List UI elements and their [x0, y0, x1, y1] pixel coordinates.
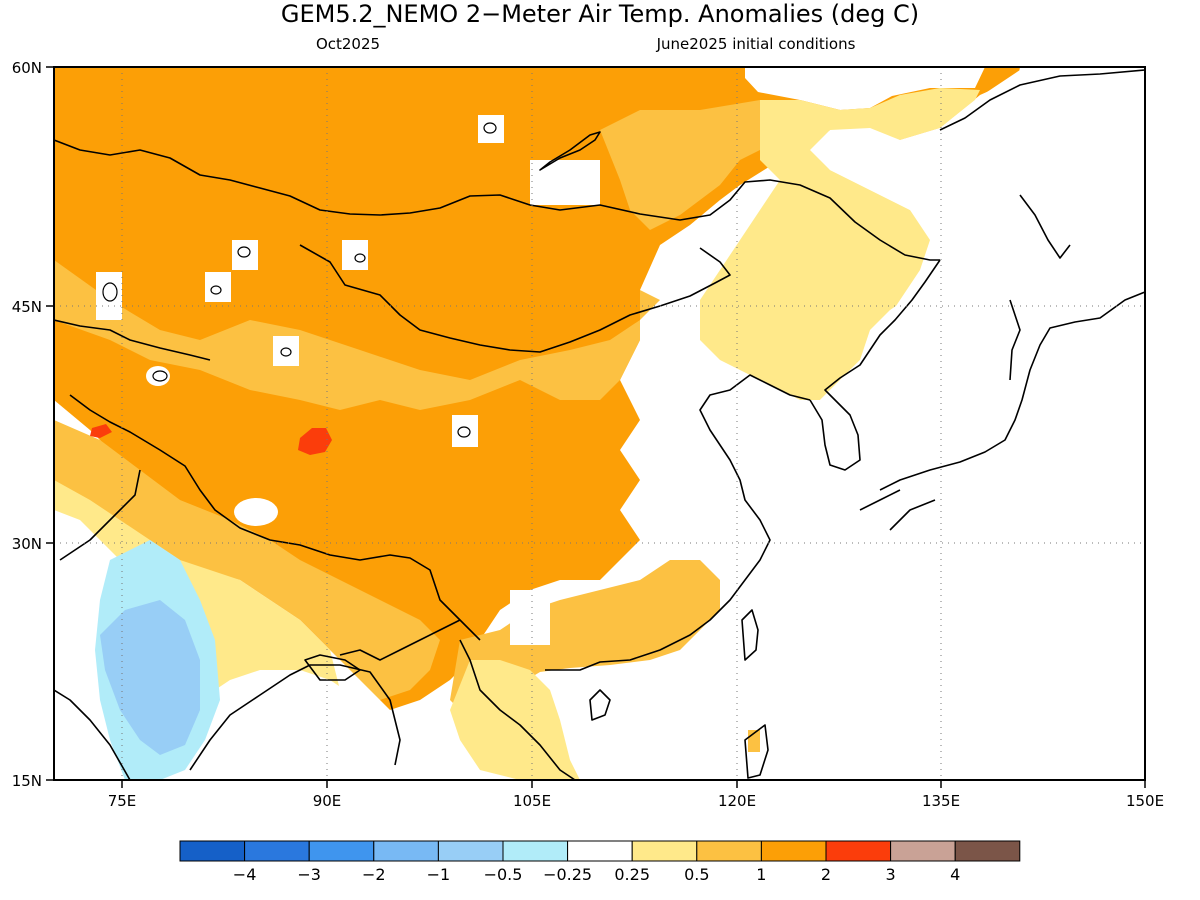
anomaly-region-0.5-to-1 — [54, 260, 660, 410]
colorbar-tick-label: −0.5 — [484, 865, 523, 884]
colorbar-swatch — [567, 840, 633, 862]
lat-label-30n: 30N — [12, 535, 42, 553]
initial-conditions-label: June2025 initial conditions — [656, 35, 856, 53]
colorbar-swatch — [179, 840, 246, 862]
lon-label-90e: 90E — [313, 792, 342, 810]
anomaly-region-near-zero-india — [54, 560, 100, 780]
colorbar-swatch — [825, 840, 892, 862]
lake-outlines — [102, 122, 497, 438]
colorbar-tick-label: −3 — [297, 865, 321, 884]
map-title: GEM5.2_NEMO 2−Meter Air Temp. Anomalies … — [281, 0, 919, 28]
colorbar-swatch — [890, 840, 956, 862]
masked-cell — [205, 272, 231, 302]
axis-ticks — [46, 66, 1146, 788]
colorbar-tick-label: 0.5 — [684, 865, 709, 884]
anomaly-region-2-to-3-west — [90, 424, 112, 438]
map-plot-area — [54, 67, 1145, 780]
lat-label-45n: 45N — [12, 298, 42, 316]
colorbar-swatch — [631, 840, 698, 862]
colorbar-swatch — [696, 840, 762, 862]
lon-label-75e: 75E — [108, 792, 137, 810]
lat-lon-grid — [54, 67, 1145, 780]
anomaly-region-0.25-to-0.5 — [700, 88, 980, 400]
masked-cell — [478, 115, 504, 143]
masked-cell — [452, 415, 478, 447]
colorbar-tick-label: −2 — [362, 865, 386, 884]
lat-label-60n: 60N — [12, 59, 42, 77]
colorbar-swatch — [308, 840, 375, 862]
colorbar-swatch — [954, 840, 1021, 862]
masked-cell — [96, 272, 122, 320]
colorbar-tick-label: 4 — [950, 865, 960, 884]
anomaly-region-0.25-to-0.5-indochina — [450, 660, 580, 780]
colorbar-tick-label: 1 — [756, 865, 766, 884]
cool-spot — [234, 498, 278, 526]
masked-cell — [273, 336, 299, 366]
colorbar-tick-label: 3 — [886, 865, 896, 884]
colorbar-swatch — [244, 840, 310, 862]
colorbar-tick-label: 2 — [821, 865, 831, 884]
coastlines — [54, 69, 1145, 780]
colorbar-swatch — [502, 840, 569, 862]
lon-label-135e: 135E — [922, 792, 960, 810]
colorbar-swatch — [373, 840, 439, 862]
anomaly-region-0.5-to-1-south — [54, 420, 440, 700]
masked-cell — [510, 590, 550, 645]
lon-label-150e: 150E — [1126, 792, 1164, 810]
valid-month-label: Oct2025 — [316, 35, 380, 53]
colorbar-tick-label: 0.25 — [614, 865, 650, 884]
colorbar-tick-label: −1 — [427, 865, 451, 884]
colorbar-swatch — [760, 840, 827, 862]
colorbar-tick-label: −4 — [233, 865, 257, 884]
anomaly-region-near-zero-bay — [200, 670, 410, 780]
masked-cell — [232, 240, 258, 270]
anomaly-region-minus-0.5-to-minus-1 — [100, 600, 200, 755]
lat-label-15n: 15N — [12, 772, 42, 790]
colorbar-tick-label: −0.25 — [543, 865, 592, 884]
cool-spot — [146, 366, 170, 386]
anomaly-region-near-zero-northeast — [720, 67, 1145, 780]
plot-frame — [53, 66, 1146, 781]
masked-cell — [530, 160, 600, 205]
colorbar: −4 −3 −2 −1 −0.5 −0.25 0.25 0.5 1 2 3 4 — [179, 840, 1021, 884]
lon-label-105e: 105E — [513, 792, 551, 810]
colorbar-swatch — [437, 840, 504, 862]
lon-label-120e: 120E — [718, 792, 756, 810]
anomaly-region-2-to-3 — [298, 428, 332, 455]
